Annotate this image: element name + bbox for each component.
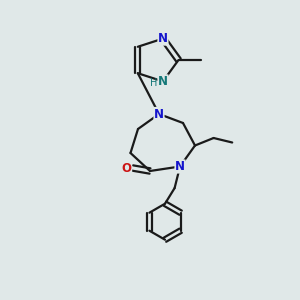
- Text: O: O: [122, 161, 132, 175]
- Text: H: H: [150, 78, 157, 88]
- Text: N: N: [158, 75, 168, 88]
- Text: N: N: [175, 160, 185, 173]
- Text: N: N: [154, 107, 164, 121]
- Text: N: N: [158, 32, 168, 45]
